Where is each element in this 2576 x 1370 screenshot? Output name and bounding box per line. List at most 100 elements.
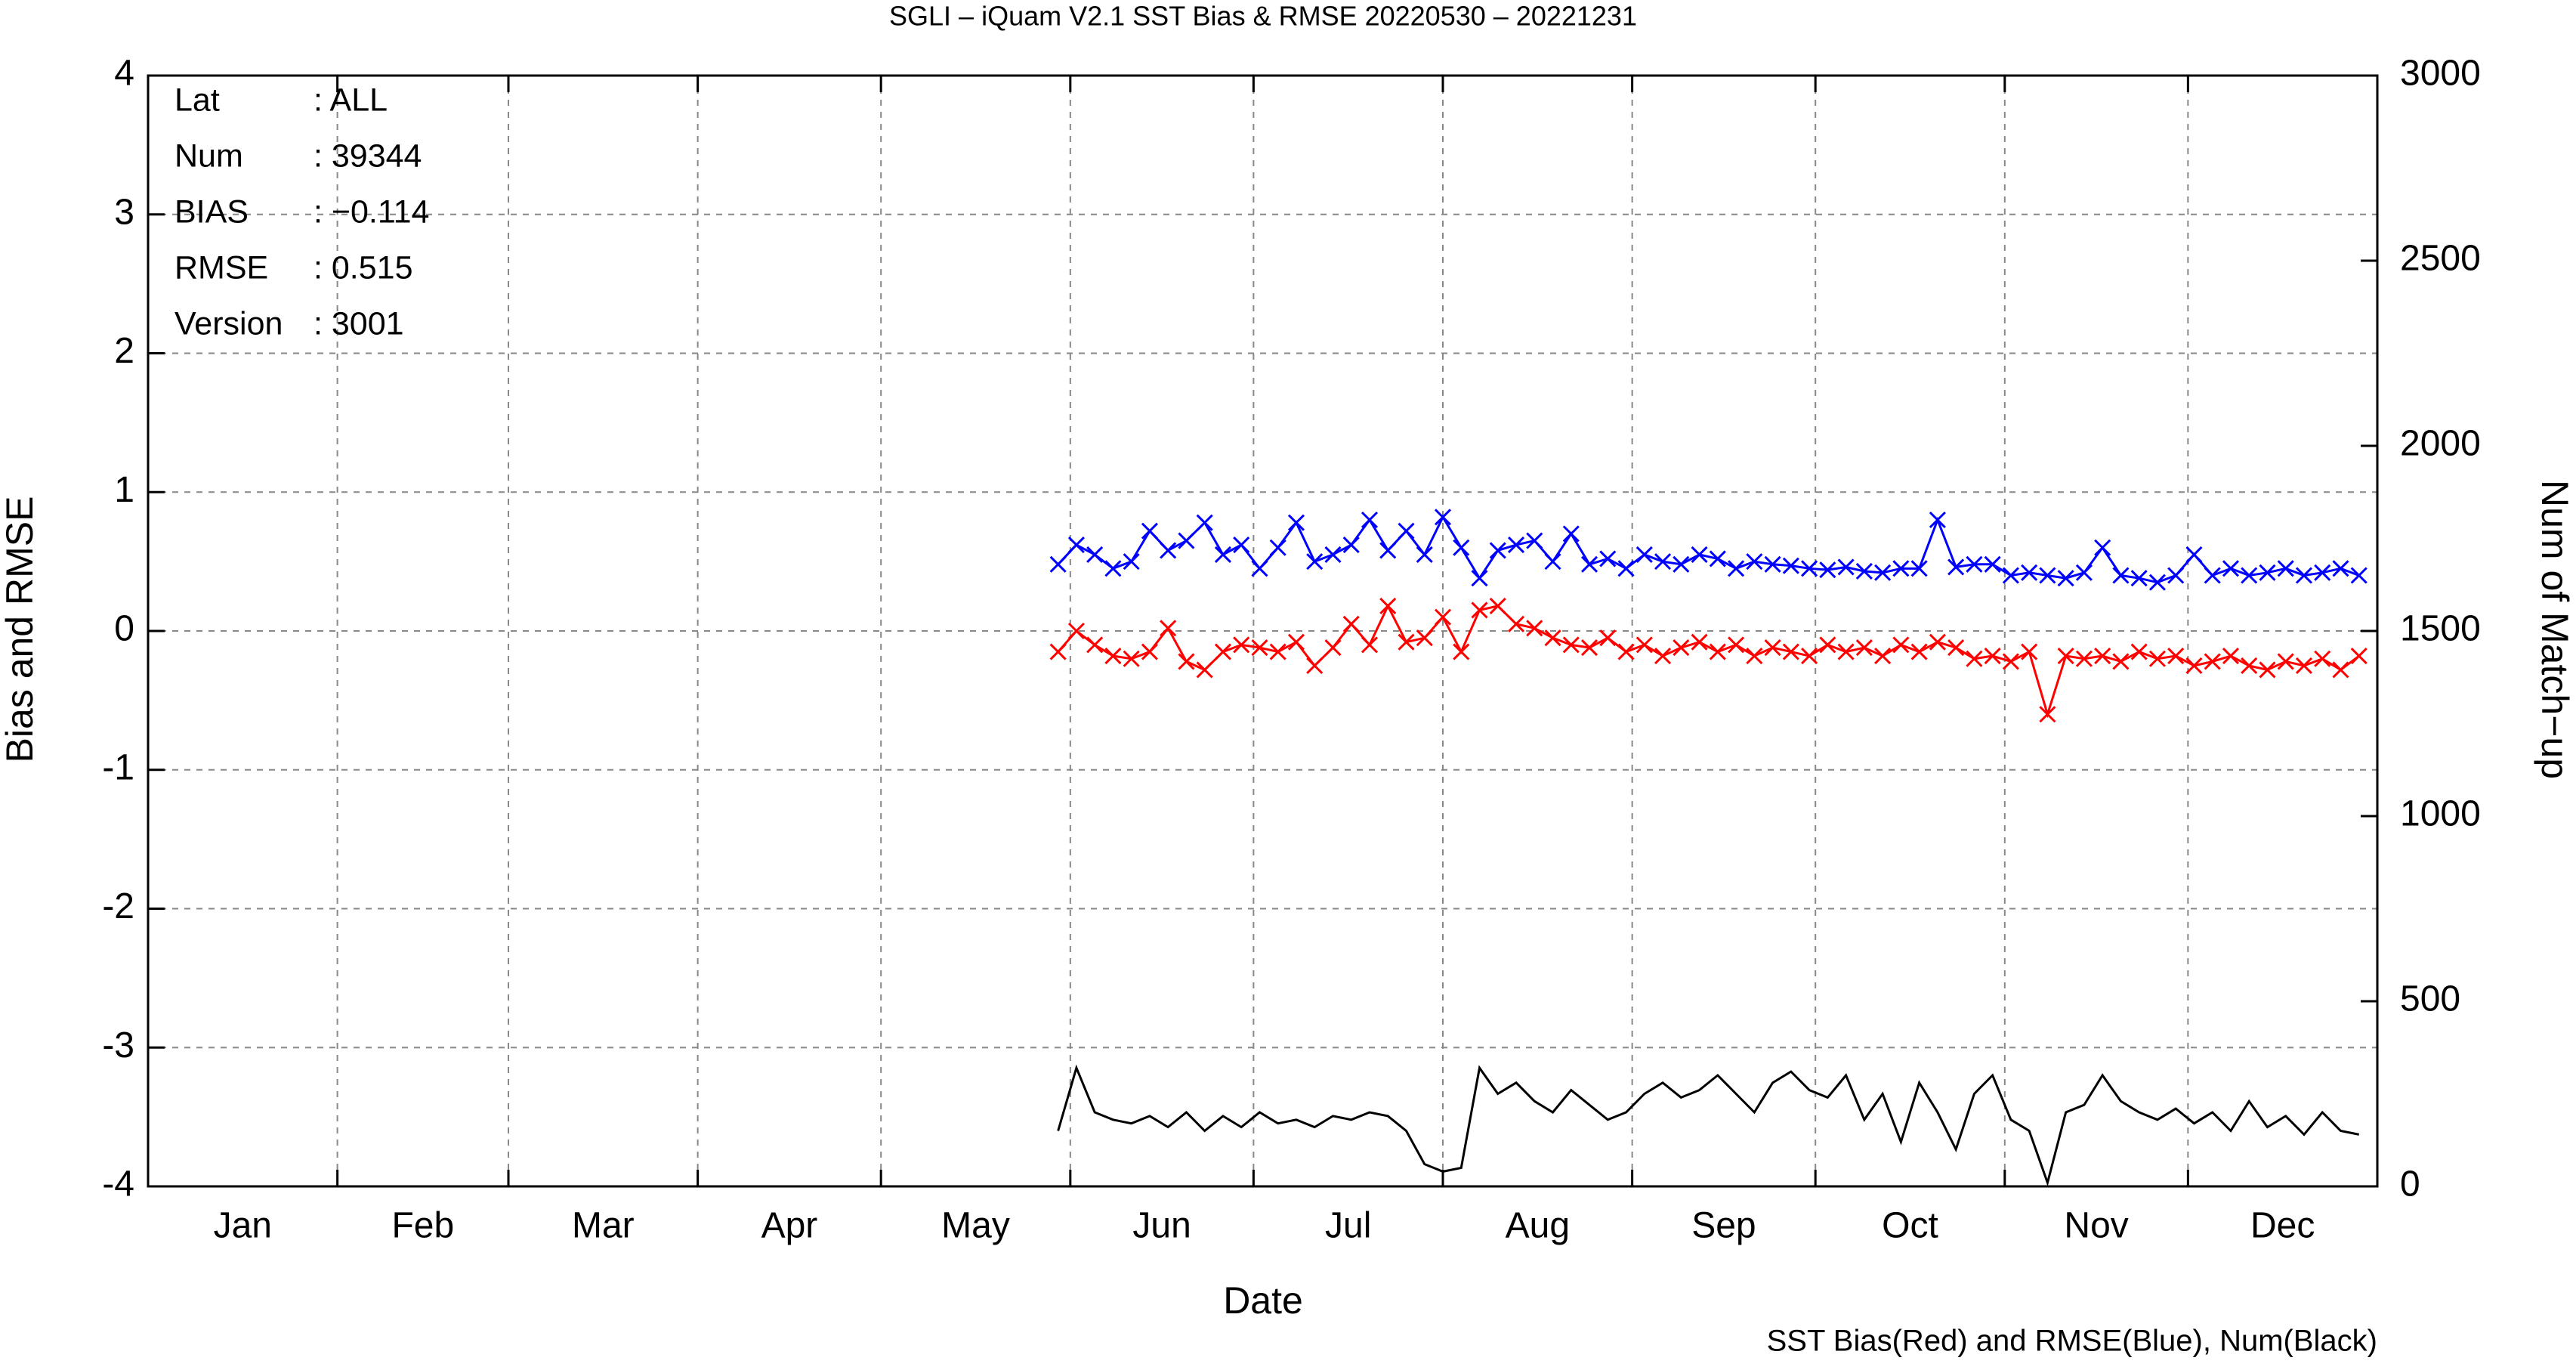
point-marker bbox=[1379, 597, 1397, 614]
point-marker bbox=[1599, 550, 1617, 567]
point-marker bbox=[1269, 539, 1286, 556]
point-marker bbox=[1067, 622, 1085, 640]
point-marker bbox=[1892, 560, 1910, 577]
point-marker bbox=[2094, 539, 2111, 556]
x-tick-label: Sep bbox=[1691, 1206, 1756, 1246]
info-label: Num bbox=[175, 138, 243, 174]
point-marker bbox=[1855, 639, 1873, 657]
point-marker bbox=[1855, 562, 1873, 580]
point-marker bbox=[2314, 650, 2331, 667]
point-marker bbox=[2185, 657, 2203, 674]
y-tick-label: 4 bbox=[114, 54, 134, 94]
point-marker bbox=[1086, 546, 1104, 563]
y-tick-label: -1 bbox=[102, 747, 134, 787]
x-tick-label: May bbox=[941, 1206, 1010, 1246]
point-marker bbox=[1782, 643, 1799, 660]
y-tick-label: 0 bbox=[114, 609, 134, 649]
point-marker bbox=[1416, 629, 1433, 647]
x-tick-label: Oct bbox=[1882, 1206, 1938, 1246]
point-marker bbox=[1929, 511, 1946, 529]
y-tick-label: -3 bbox=[102, 1025, 134, 1065]
point-marker bbox=[2148, 574, 2167, 591]
point-marker bbox=[2241, 657, 2258, 674]
point-marker bbox=[1837, 558, 1855, 576]
point-marker bbox=[2057, 648, 2074, 665]
point-marker bbox=[1801, 648, 1818, 665]
point-marker bbox=[1178, 532, 1195, 549]
point-marker bbox=[1398, 522, 1415, 540]
point-marker bbox=[1306, 657, 1324, 674]
info-value: : 39344 bbox=[314, 138, 422, 174]
y2-tick-label: 1500 bbox=[2400, 609, 2481, 649]
y-tick-label: 3 bbox=[114, 192, 134, 232]
x-tick-label: Aug bbox=[1506, 1206, 1570, 1246]
point-marker bbox=[1489, 542, 1506, 559]
x-tick-label: Mar bbox=[572, 1206, 635, 1246]
point-marker bbox=[1233, 537, 1250, 554]
point-marker bbox=[1874, 564, 1892, 581]
point-marker bbox=[2112, 567, 2130, 584]
point-marker bbox=[1746, 553, 1763, 571]
point-marker bbox=[1728, 636, 1745, 654]
point-marker bbox=[2204, 567, 2221, 584]
info-value: : 3001 bbox=[314, 305, 404, 342]
point-marker bbox=[1526, 532, 1543, 549]
point-marker bbox=[1984, 555, 2001, 573]
y2-tick-label: 500 bbox=[2400, 979, 2460, 1019]
info-value: : 0.515 bbox=[314, 249, 413, 286]
point-marker bbox=[2021, 564, 2038, 581]
point-marker bbox=[1617, 560, 1635, 577]
point-marker bbox=[1269, 643, 1286, 660]
point-marker bbox=[2002, 567, 2019, 584]
point-marker bbox=[1764, 639, 1781, 657]
point-marker bbox=[1617, 643, 1635, 660]
point-marker bbox=[1104, 560, 1122, 577]
point-marker bbox=[1324, 639, 1342, 657]
point-marker bbox=[1709, 550, 1726, 567]
y2-tick-label: 0 bbox=[2400, 1164, 2420, 1205]
series-line bbox=[1057, 1064, 2360, 1187]
info-label: Version bbox=[175, 305, 283, 342]
point-marker bbox=[2350, 648, 2368, 665]
point-marker bbox=[1086, 636, 1104, 654]
point-marker bbox=[1361, 636, 1379, 654]
x-tick-label: Jul bbox=[1325, 1206, 1371, 1246]
point-marker bbox=[1141, 522, 1158, 540]
point-marker bbox=[2295, 567, 2313, 584]
y-tick-label: -2 bbox=[102, 886, 134, 926]
info-value: : ALL bbox=[314, 82, 388, 118]
point-marker bbox=[1342, 537, 1360, 554]
point-marker bbox=[2204, 653, 2221, 670]
point-marker bbox=[2167, 648, 2185, 665]
point-marker bbox=[1361, 511, 1379, 529]
footnote: SST Bias(Red) and RMSE(Blue), Num(Black) bbox=[1767, 1325, 2377, 1358]
point-marker bbox=[1819, 636, 1836, 654]
point-marker bbox=[2057, 570, 2074, 587]
point-marker bbox=[2259, 661, 2276, 679]
plot-frame bbox=[147, 74, 2379, 1188]
y2-axis-label: Num of Match−up bbox=[2534, 480, 2576, 779]
point-marker bbox=[1837, 643, 1855, 660]
point-marker bbox=[1453, 643, 1470, 660]
point-marker bbox=[1929, 633, 1946, 651]
point-marker bbox=[1801, 560, 1818, 577]
point-marker bbox=[1196, 514, 1213, 531]
point-marker bbox=[1214, 546, 1232, 563]
point-marker bbox=[1324, 546, 1342, 563]
y2-tick-label: 2500 bbox=[2400, 239, 2481, 279]
point-marker bbox=[1251, 560, 1268, 577]
point-marker bbox=[1489, 597, 1506, 614]
point-marker bbox=[1892, 636, 1910, 654]
y2-tick-label: 1000 bbox=[2400, 794, 2481, 834]
point-marker bbox=[2167, 567, 2185, 584]
series-line bbox=[1057, 603, 2360, 719]
point-marker bbox=[1123, 553, 1140, 571]
point-marker bbox=[1635, 636, 1653, 654]
point-marker bbox=[1654, 648, 1672, 665]
point-marker bbox=[1984, 648, 2001, 665]
point-marker bbox=[2112, 653, 2130, 670]
point-marker bbox=[1434, 509, 1452, 526]
point-marker bbox=[1287, 514, 1305, 531]
